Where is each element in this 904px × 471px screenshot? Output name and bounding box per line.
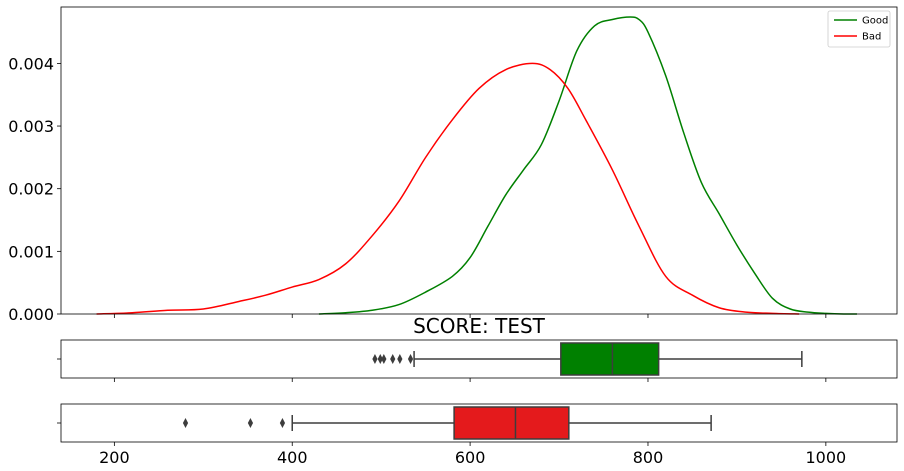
box-good-iqr-box — [560, 342, 660, 376]
kde-axes-frame — [60, 6, 898, 315]
kde-y-tick-label: 0.001 — [8, 242, 54, 261]
kde-y-tick-label: 0.004 — [8, 54, 54, 73]
x-tick-label: 400 — [277, 448, 308, 467]
x-tick-label: 200 — [99, 448, 130, 467]
box-bad-outlier — [247, 418, 254, 428]
box-bad-outlier — [279, 418, 286, 428]
kde-plot-area — [96, 16, 857, 315]
box-panel-good-x-ticks — [113, 378, 827, 382]
kde-panel: 0.000 0.001 0.002 0.003 0.004 Good Bad — [8, 6, 898, 324]
box-good-outlier — [397, 354, 403, 364]
box-good — [372, 342, 803, 376]
box-panel-good — [57, 339, 898, 382]
box-good-outlier — [372, 354, 378, 364]
box-panel-bad-x-axis: 200 400 600 800 1000 — [99, 442, 846, 467]
x-tick-label: 800 — [633, 448, 664, 467]
kde-x-axis — [113, 314, 827, 318]
box-good-outlier — [407, 354, 414, 364]
boxplot-title: SCORE: TEST — [413, 314, 546, 338]
box-good-outlier — [381, 354, 387, 364]
kde-y-tick-label: 0.002 — [8, 180, 54, 199]
box-good-outlier — [390, 354, 396, 364]
box-bad-iqr-box — [453, 406, 570, 440]
kde-y-tick-label: 0.000 — [8, 305, 54, 324]
legend: Good Bad — [827, 10, 891, 48]
legend-good-label: Good — [862, 16, 888, 27]
kde-y-tick-label: 0.003 — [8, 117, 54, 136]
legend-bad-label: Bad — [862, 32, 881, 43]
box-bad-outlier — [182, 418, 189, 428]
box-bad — [182, 406, 712, 440]
x-tick-label: 1000 — [805, 448, 846, 467]
box-good-outlier — [377, 354, 383, 364]
x-tick-label: 600 — [455, 448, 486, 467]
kde-y-axis: 0.000 0.001 0.002 0.003 0.004 — [8, 54, 61, 324]
box-panel-bad: 200 400 600 800 1000 — [57, 403, 898, 467]
kde-line-good — [318, 16, 857, 315]
kde-line-bad — [96, 62, 800, 315]
